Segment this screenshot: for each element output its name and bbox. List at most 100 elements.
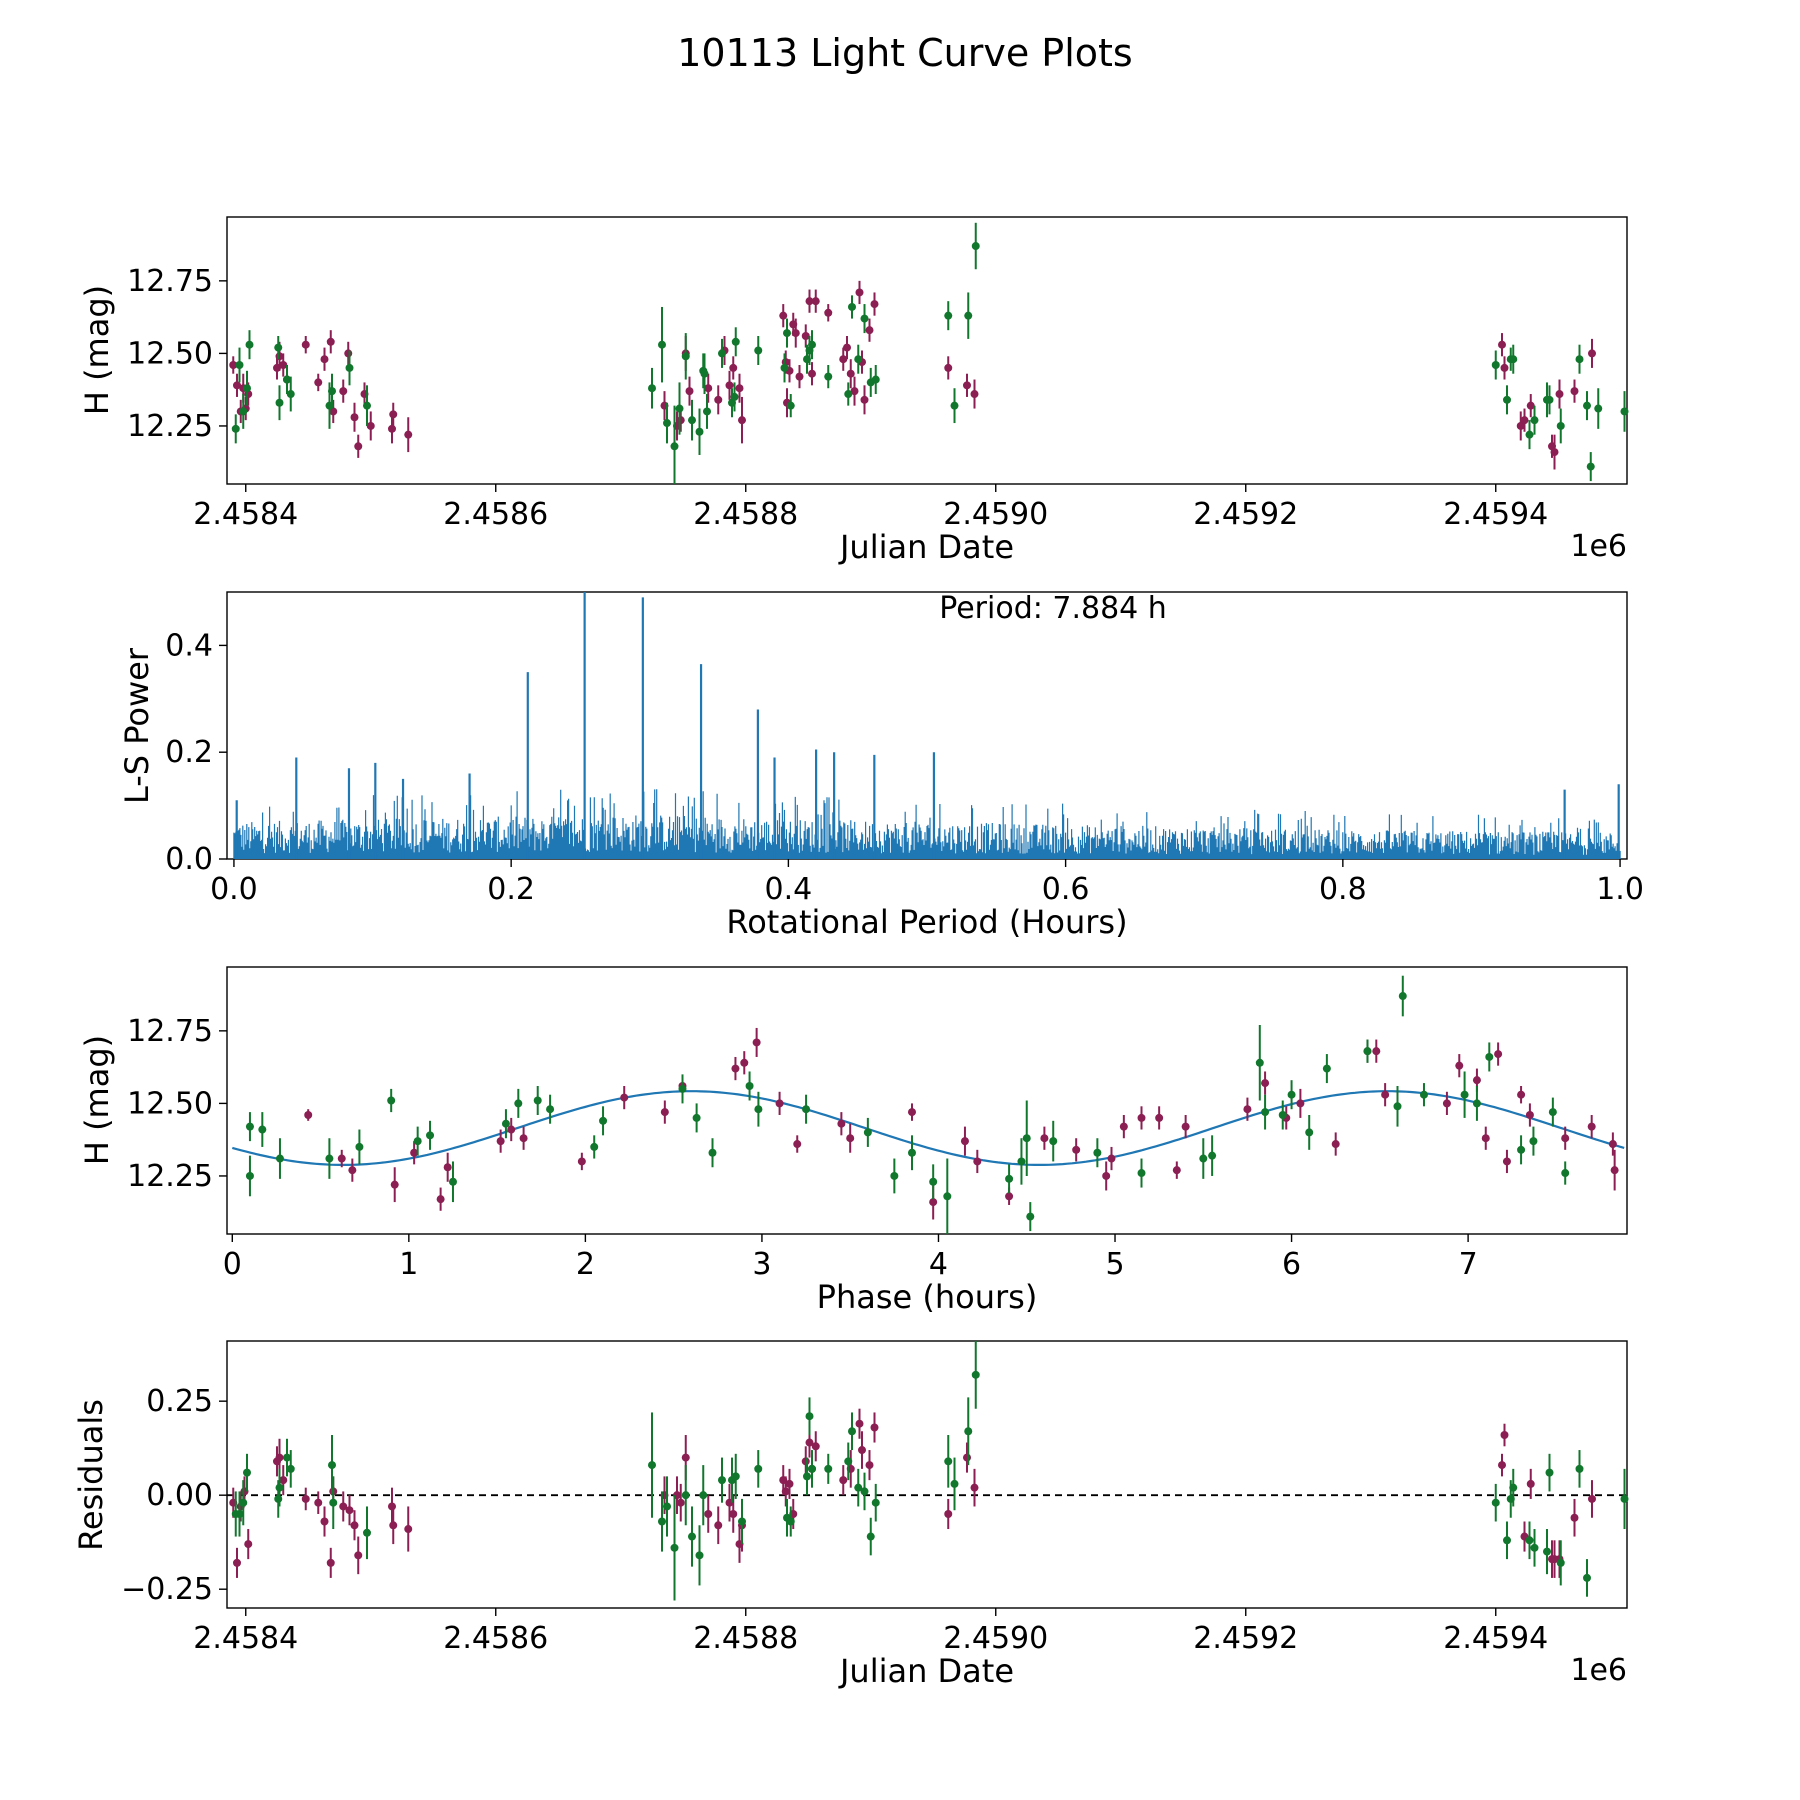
data-point-filter-c [1485,1052,1494,1061]
data-point-filter-o [865,326,874,335]
data-point-filter-o [301,340,310,349]
periodogram-y-tick-label: 0.2 [165,735,213,770]
data-point-filter-o [963,381,971,390]
data-point-filter-c [754,346,763,355]
data-point-filter-o [345,1506,354,1515]
data-point-filter-c [688,416,696,425]
data-point-filter-o [344,349,353,358]
data-point-filter-o [1243,1105,1252,1114]
residuals-x-tick-label: 2.4584 [193,1621,298,1656]
data-point-filter-o [320,355,329,364]
data-point-filter-c [1517,1145,1526,1154]
residuals-y-axis-label: Residuals [72,1399,110,1551]
data-point-filter-c [824,372,833,381]
phased-y-tick-label: 12.50 [127,1086,213,1121]
data-point-filter-o [519,1134,528,1143]
residuals-x-tick-label: 2.4590 [943,1621,1048,1656]
data-point-filter-o [1561,1134,1570,1143]
data-point-filter-c [1594,404,1603,413]
data-point-filter-o [1502,1157,1511,1166]
data-point-filter-o [1372,1047,1381,1056]
data-point-filter-o [350,413,359,422]
residuals-y-tick-label: 0.00 [146,1478,213,1513]
data-point-filter-o [1472,1076,1481,1085]
data-point-filter-o [714,395,723,404]
data-point-filter-o [304,1111,313,1120]
data-point-filter-o [404,1525,413,1534]
data-point-filter-o [390,1180,399,1189]
data-point-filter-c [678,1084,687,1093]
data-point-filter-o [326,337,335,346]
phased-x-tick-label: 3 [752,1247,771,1282]
data-point-filter-o [811,1442,820,1451]
data-point-filter-o [811,297,820,306]
raw-x-tick-label: 2.4584 [193,497,298,532]
data-point-filter-c [1575,1464,1584,1473]
phased-x-tick-label: 2 [576,1247,595,1282]
phased-y-tick-label: 12.25 [127,1159,213,1194]
data-point-filter-c [1525,430,1534,439]
data-point-filter-o [704,1509,713,1518]
phased-x-tick-label: 7 [1459,1247,1478,1282]
data-point-filter-o [1442,1099,1451,1108]
data-point-filter-c [258,1125,267,1134]
data-point-filter-c [1322,1064,1331,1073]
data-point-filter-o [973,1157,982,1166]
data-point-filter-o [1498,1461,1506,1470]
data-point-filter-o [870,1423,879,1432]
raw-y-ticks: 12.25 12.50 12.75 [127,264,227,444]
residuals-y-ticks: −0.25 0.00 0.25 [121,1384,227,1607]
data-point-filter-c [345,363,354,372]
data-point-filter-c [692,1113,701,1122]
raw-y-tick-label: 12.75 [127,264,213,299]
data-point-filter-o [410,1148,419,1157]
data-point-filter-c [1261,1108,1270,1117]
data-point-filter-o [354,442,363,451]
data-point-filter-c [964,1427,973,1436]
data-point-filter-o [279,361,288,370]
data-point-filter-c [950,401,959,410]
residuals-x-axis-label: Julian Date [838,1652,1014,1690]
data-point-filter-o [729,1509,738,1518]
data-point-filter-o [301,1494,310,1503]
data-point-filter-o [714,1521,723,1530]
data-point-filter-o [738,416,746,425]
data-point-filter-o [1587,1122,1596,1131]
data-point-filter-o [507,1125,516,1134]
data-point-filter-c [245,1122,254,1131]
residuals-x-ticks: 2.4584 2.4586 2.4588 2.4590 2.4592 2.4594 [193,1608,1548,1656]
data-point-filter-c [1503,1536,1511,1545]
residuals-y-tick-label: −0.25 [121,1572,213,1607]
data-point-filter-o [233,381,241,390]
data-point-filter-c [805,1412,814,1421]
data-point-filter-c [844,1457,853,1466]
data-point-filter-c [860,1487,869,1496]
data-point-filter-c [387,1096,396,1105]
data-point-filter-o [860,395,869,404]
data-point-filter-o [1072,1145,1081,1154]
data-point-filter-o [970,390,979,399]
periodogram-x-tick-label: 0.4 [765,872,813,907]
data-point-filter-c [1503,395,1511,404]
data-point-filter-c [860,314,869,323]
data-point-filter-c [275,1154,284,1163]
raw-x-tick-label: 2.4586 [443,497,548,532]
phased-x-tick-label: 6 [1282,1247,1301,1282]
data-point-filter-o [577,1157,586,1166]
data-point-filter-c [533,1096,542,1105]
phased-plot-frame [226,966,1628,1235]
data-point-filter-o [1155,1113,1164,1122]
data-point-filter-o [805,297,814,306]
data-point-filter-c [235,361,244,370]
data-point-filter-c [1543,1547,1551,1556]
data-point-filter-c [1049,1137,1058,1146]
data-point-filter-c [675,404,684,413]
data-point-filter-o [855,288,864,297]
data-point-filter-c [1530,1543,1539,1552]
data-point-filter-c [1561,1169,1570,1178]
data-point-filter-o [855,1419,864,1428]
periodogram-x-tick-label: 0.8 [1319,872,1367,907]
data-point-filter-o [846,1134,855,1143]
data-point-filter-o [752,1038,761,1047]
